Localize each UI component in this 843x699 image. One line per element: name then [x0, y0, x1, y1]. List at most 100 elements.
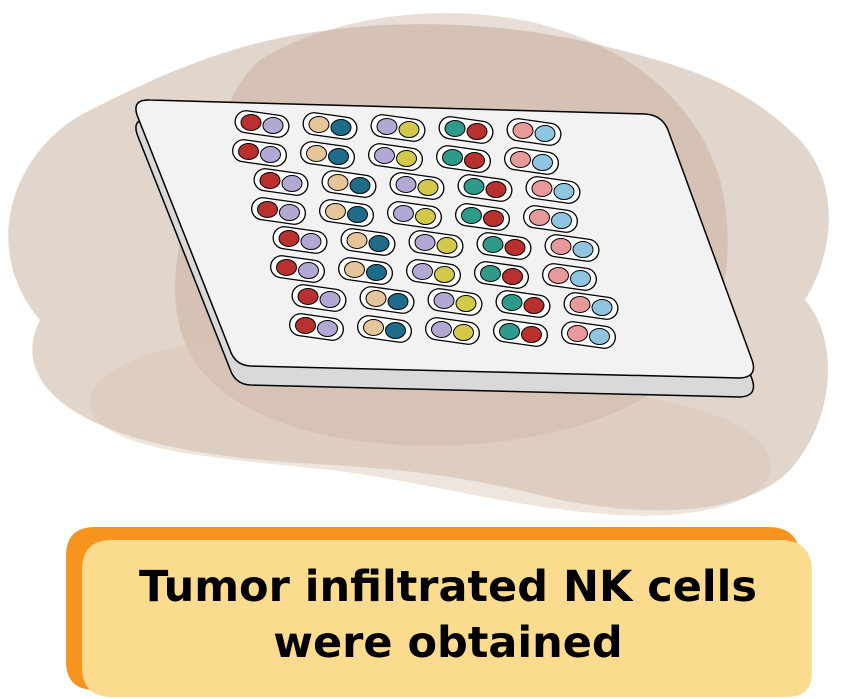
tan-cell — [346, 231, 368, 249]
cell-pair — [234, 110, 290, 138]
caption-line-1: Tumor infiltrated NK cells — [139, 562, 757, 612]
cell-pair — [476, 232, 532, 260]
caption-box — [82, 540, 812, 697]
olive-cell — [417, 179, 439, 197]
teal-cell — [480, 264, 501, 282]
cell-pairs-grid — [232, 110, 619, 349]
olive-cell — [436, 237, 458, 255]
cell-pair — [389, 172, 445, 200]
tan-cell — [325, 202, 346, 220]
cell-pair — [427, 288, 483, 316]
caption: Tumor infiltrated NK cells were obtained — [86, 540, 810, 690]
red-cell — [483, 210, 504, 228]
cell-pair — [425, 317, 480, 345]
olive-cell — [398, 121, 420, 139]
tan-cell — [365, 289, 387, 307]
cell-pair — [370, 114, 426, 142]
lightblue-cell — [532, 154, 553, 172]
red-cell — [238, 142, 259, 160]
cell-pair — [359, 286, 415, 314]
red-cell — [485, 181, 507, 199]
lightblue-cell — [570, 270, 591, 288]
cell-pair — [408, 230, 464, 258]
cell-pair — [523, 205, 578, 233]
cell-pair — [319, 199, 374, 227]
navy-cell — [368, 235, 390, 253]
lavender-cell — [433, 291, 455, 309]
pink-cell — [548, 266, 569, 284]
cell-pair — [291, 284, 347, 312]
navy-cell — [349, 177, 371, 195]
lavender-cell — [298, 262, 319, 280]
cell-pair — [438, 116, 494, 144]
cell-pair — [368, 143, 423, 171]
pink-cell — [529, 208, 550, 226]
cell-pair — [542, 263, 597, 291]
cell-pair — [321, 170, 377, 198]
olive-cell — [396, 150, 417, 168]
cell-pair — [232, 139, 287, 167]
lightblue-cell — [591, 299, 613, 317]
navy-cell — [328, 148, 349, 166]
red-cell — [259, 171, 281, 189]
cell-pair — [495, 290, 551, 318]
pink-cell — [567, 324, 588, 342]
tan-cell — [363, 318, 384, 336]
cell-pair — [493, 319, 548, 347]
lavender-cell — [317, 320, 338, 338]
lavender-cell — [393, 204, 414, 222]
cell-pair — [302, 112, 358, 140]
navy-cell — [366, 264, 387, 282]
tan-cell — [344, 260, 365, 278]
tan-cell — [306, 144, 327, 162]
cell-pair — [289, 313, 344, 341]
red-cell — [278, 229, 300, 247]
red-cell — [502, 268, 523, 286]
lavender-cell — [279, 204, 300, 222]
red-cell — [295, 316, 316, 334]
caption-line-2: were obtained — [273, 618, 623, 668]
cell-pair — [406, 259, 461, 287]
teal-cell — [461, 206, 482, 224]
cell-pair — [387, 201, 442, 229]
olive-cell — [455, 295, 477, 313]
olive-cell — [453, 324, 474, 342]
navy-cell — [385, 322, 406, 340]
teal-cell — [463, 177, 485, 195]
pink-cell — [512, 121, 534, 139]
navy-cell — [347, 206, 368, 224]
pink-cell — [531, 179, 553, 197]
cell-pair — [563, 292, 619, 320]
cell-pair — [338, 257, 393, 285]
cell-pair — [436, 145, 491, 173]
red-cell — [466, 123, 488, 141]
lavender-cell — [260, 146, 281, 164]
lightblue-cell — [553, 183, 575, 201]
cell-pair — [544, 234, 600, 262]
caption-text: Tumor infiltrated NK cells were obtained — [131, 559, 765, 671]
cell-pair — [272, 226, 328, 254]
red-cell — [276, 258, 297, 276]
cell-pair — [474, 261, 529, 289]
lavender-cell — [374, 146, 395, 164]
lavender-cell — [431, 320, 452, 338]
cell-pair — [340, 228, 396, 256]
red-cell — [464, 152, 485, 170]
red-cell — [240, 113, 262, 131]
lavender-cell — [395, 175, 417, 193]
cell-pair — [561, 321, 616, 349]
teal-cell — [444, 119, 466, 137]
lavender-cell — [376, 117, 398, 135]
teal-cell — [499, 322, 520, 340]
lavender-cell — [412, 262, 433, 280]
cell-pair — [455, 203, 510, 231]
navy-cell — [330, 119, 352, 137]
pink-cell — [569, 295, 591, 313]
cell-pair — [251, 197, 306, 225]
red-cell — [297, 287, 319, 305]
lightblue-cell — [589, 328, 610, 346]
teal-cell — [482, 235, 504, 253]
red-cell — [504, 239, 526, 257]
cell-pair — [506, 118, 562, 146]
